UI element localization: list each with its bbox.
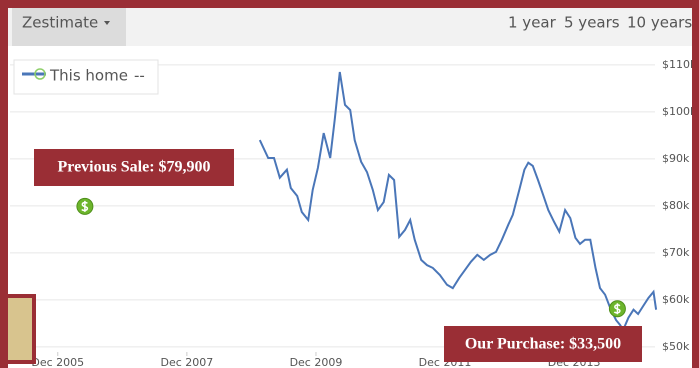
x-tick-label: Dec 2005 [31, 356, 84, 368]
dropdown[interactable] [12, 8, 126, 46]
range-button[interactable]: 5 years [564, 14, 620, 32]
sale-marker [76, 197, 94, 215]
y-tick-label: $70k [662, 246, 690, 259]
legend-label: This home [49, 67, 128, 85]
x-tick-label: Dec 2009 [290, 356, 343, 368]
y-tick-label: $100k [662, 105, 697, 118]
line [258, 71, 658, 333]
annotation-box [34, 149, 234, 186]
legend-value: -- [134, 67, 145, 85]
range-button[interactable]: 10 years [627, 14, 692, 32]
range-buttons: 1 year 5 years 10 years [508, 14, 692, 32]
legend [13, 59, 159, 95]
y-tick-label: $50k [662, 340, 690, 353]
annotation: Our Purchase: $33,500 [465, 336, 621, 353]
sale-marker [608, 300, 626, 318]
legend-dot [34, 68, 46, 80]
dropdown-label[interactable]: Zestimate [22, 14, 98, 32]
annotation: Previous Sale: $79,900 [57, 159, 210, 176]
y-tick-label: $80k [662, 199, 690, 212]
x-tick-label: Dec 2007 [160, 356, 213, 368]
range-button[interactable]: 1 year [508, 14, 557, 32]
sale-marker-glyph [613, 303, 621, 315]
annotation-box [444, 326, 642, 362]
y-tick-label: $60k [662, 293, 690, 306]
y-tick-label: $110k [662, 58, 697, 71]
sale-marker-glyph [81, 200, 89, 212]
dropdown-caret [104, 21, 110, 25]
y-tick-label: $90k [662, 152, 690, 165]
